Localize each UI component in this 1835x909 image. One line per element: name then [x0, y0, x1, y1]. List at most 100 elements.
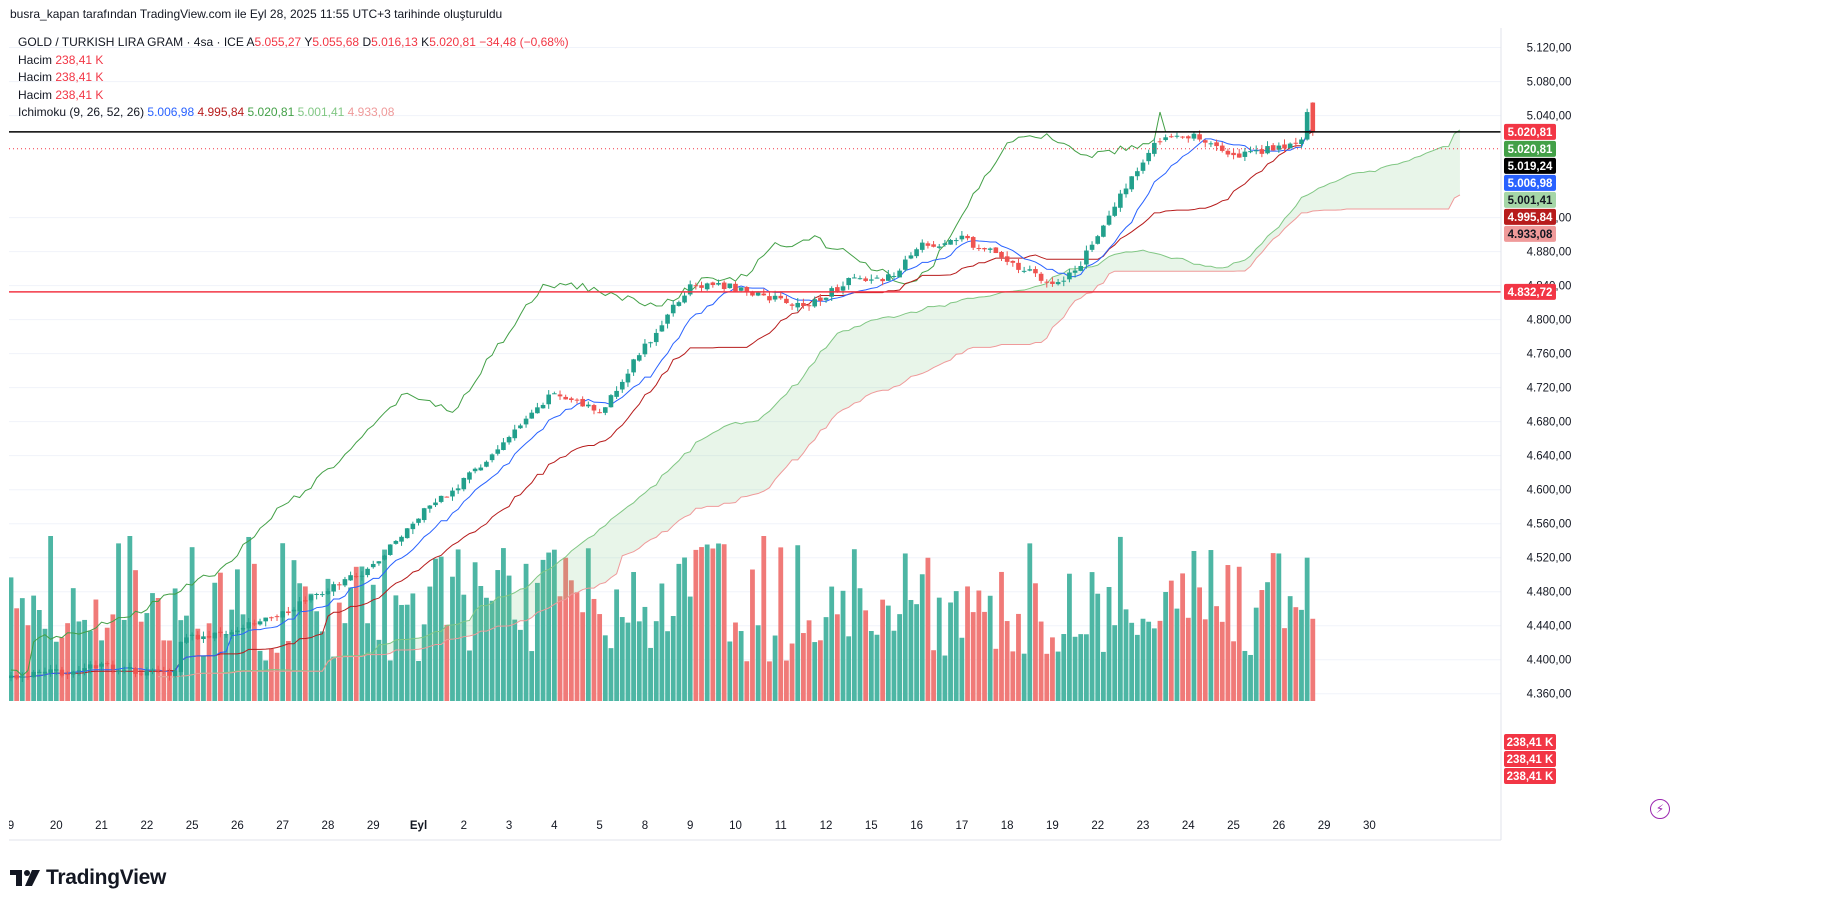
candle-body [1021, 270, 1027, 272]
price-tick-label: 4.640,00 [1527, 451, 1572, 463]
volume-bar [393, 595, 399, 701]
volume-bar [155, 598, 161, 701]
candle-body [70, 671, 76, 675]
volume-bar [659, 583, 665, 701]
legend-volume-row[interactable]: Hacim 238,41 K [18, 52, 104, 67]
candle-body [1197, 134, 1202, 140]
candle-body [489, 454, 495, 461]
volume-bar [710, 548, 716, 701]
candle-body [246, 622, 252, 629]
volume-bar [891, 630, 897, 701]
price-badge-label: 5.020,81 [1508, 144, 1553, 156]
price-badge-label: 5.006,98 [1508, 178, 1553, 190]
candle-body [1270, 145, 1276, 151]
price-chart[interactable]: 5.120,005.080,005.040,004.920,004.880,00… [9, 28, 1825, 851]
volume-bar [1231, 641, 1236, 701]
candle-body [942, 243, 948, 245]
volume-bar [1242, 650, 1248, 701]
candle-body [206, 635, 212, 638]
candle-body [325, 591, 331, 594]
candle-body [467, 472, 472, 480]
candle-body [48, 669, 53, 673]
candle-body [1033, 269, 1038, 274]
volume-bar [953, 591, 959, 701]
price-badge [1504, 174, 1556, 191]
time-tick-label: 15 [865, 820, 878, 832]
volume-bar [1304, 557, 1310, 701]
volume-bar [795, 545, 801, 701]
volume-bar [14, 608, 20, 701]
legend-volume-row[interactable]: Hacim 238,41 K [18, 87, 104, 102]
candle-body [1219, 145, 1225, 151]
candle-body [1242, 151, 1248, 157]
candle-body [370, 563, 376, 568]
legend-ichimoku-row[interactable]: Ichimoku (9, 26, 52, 26) 5.006,98 4.995,… [18, 105, 395, 119]
volume-bar [1270, 553, 1276, 701]
volume-bar [495, 570, 501, 701]
volume-bar [1100, 651, 1106, 701]
volume-bar [551, 549, 557, 701]
volume-bar [1146, 621, 1152, 701]
volume-bar [784, 660, 789, 701]
time-tick-label: 24 [1182, 820, 1195, 832]
volume-bar [518, 629, 523, 701]
candle-body [1106, 215, 1112, 225]
symbol-title[interactable]: GOLD / TURKISH LIRA GRAM · 4sa · ICE [18, 35, 244, 49]
candle-body [138, 673, 144, 675]
legend-volume-row[interactable]: Hacim 238,41 K [18, 70, 104, 84]
volume-bar [263, 660, 269, 701]
volume-bar [489, 600, 495, 701]
candle-body [336, 584, 342, 586]
volume-bar [438, 556, 444, 701]
candle-body [314, 594, 319, 596]
volume-bar [1163, 591, 1169, 701]
candle-body [1044, 281, 1050, 283]
candle-body [874, 277, 880, 279]
time-tick-label: 9 [9, 820, 14, 832]
price-tick-label: 4.760,00 [1527, 349, 1572, 361]
time-tick-label: 8 [642, 820, 648, 832]
candle-body [359, 575, 365, 577]
candle-body [591, 405, 597, 411]
volume-bar [529, 651, 535, 701]
price-badge [1504, 225, 1556, 242]
volume-bar [501, 548, 506, 701]
candle-body [1202, 140, 1208, 143]
tradingview-logo[interactable]: TradingView [10, 866, 166, 890]
volume-bar [1276, 553, 1282, 701]
volume-bar [314, 611, 320, 701]
candle-body [229, 632, 235, 635]
volume-bar [846, 636, 852, 701]
candle-body [846, 277, 851, 286]
volume-bar [1236, 566, 1242, 701]
candle-body [1089, 244, 1095, 250]
candle-body [365, 568, 370, 576]
candle-body [965, 235, 970, 239]
candle-body [546, 394, 551, 405]
volume-bar [506, 575, 512, 701]
volume-bar [823, 617, 829, 701]
price-tick-label: 4.400,00 [1527, 655, 1572, 667]
volume-bar [1033, 583, 1038, 701]
volume-bar [568, 580, 574, 701]
candle-body [993, 247, 999, 254]
candle-body [472, 468, 478, 472]
candle-body [614, 390, 619, 397]
candle-body [931, 244, 936, 247]
volume-bar [806, 620, 812, 701]
candle-body [150, 669, 155, 671]
price-tick-label: 4.560,00 [1527, 519, 1572, 531]
volume-bar [195, 628, 201, 701]
candle-body [710, 282, 716, 286]
close-value: 5.020,81 [429, 35, 476, 49]
candle-body [1299, 139, 1304, 144]
time-tick-label: 25 [1227, 820, 1240, 832]
time-tick-label: 26 [1272, 820, 1285, 832]
volume-bar [257, 650, 263, 701]
candle-body [1236, 153, 1242, 158]
candle-body [1084, 250, 1089, 265]
chart-area[interactable]: 5.120,005.080,005.040,004.920,004.880,00… [9, 28, 1825, 851]
lightning-icon[interactable]: ⚡ [1650, 799, 1670, 819]
candle-body [891, 275, 897, 277]
volume-bar [693, 549, 699, 701]
